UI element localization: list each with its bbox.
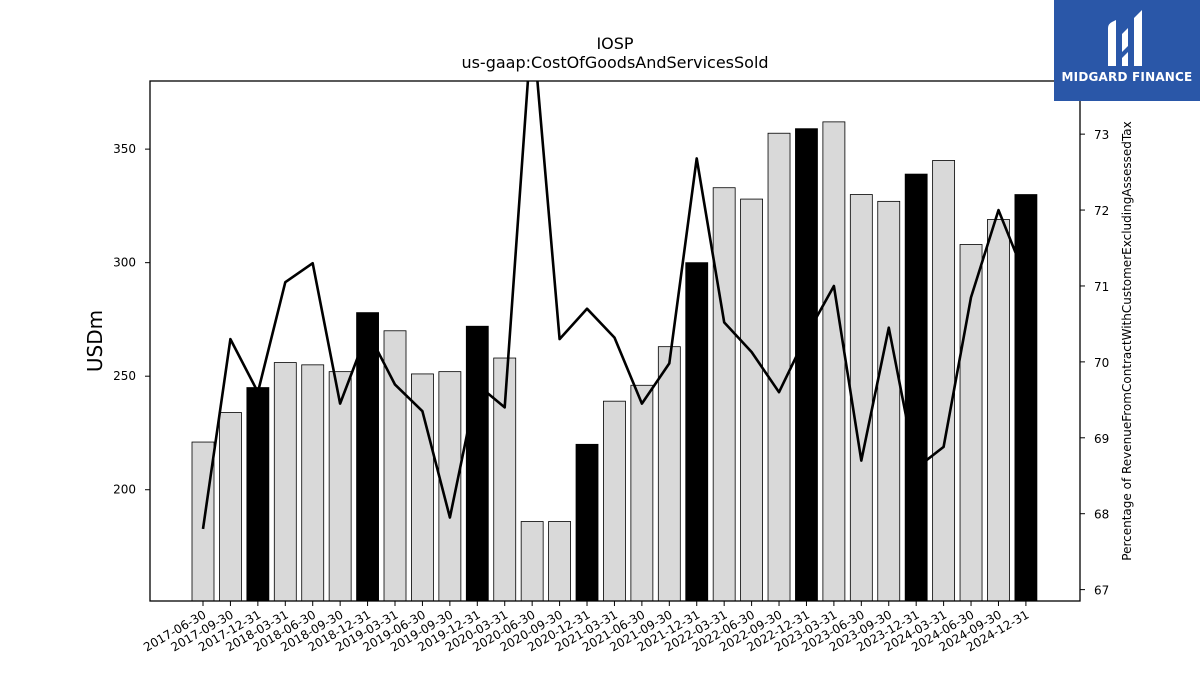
y2-tick-label-69: 69	[1094, 432, 1109, 446]
y2-tick-label-70: 70	[1094, 356, 1109, 370]
bar-2018-12-31	[356, 312, 379, 601]
bar-2018-09-30	[328, 371, 352, 601]
left-axis: 200 250 300 350	[113, 142, 150, 497]
bar-2022-06-30	[740, 198, 763, 601]
y2-tick-label-73: 73	[1094, 128, 1109, 142]
bar-group	[191, 121, 1038, 601]
right-axis: 67 68 69 70 71 72 73	[1080, 128, 1109, 598]
bar-2022-09-30	[767, 132, 791, 601]
y-tick-label-350: 350	[113, 142, 136, 156]
bar-2018-06-30	[301, 364, 325, 601]
bar-2019-03-31	[383, 330, 407, 601]
y-tick-label-300: 300	[113, 256, 136, 270]
bar-2023-03-31	[822, 121, 846, 601]
chart-title: IOSP	[596, 34, 633, 53]
bar-2022-12-31	[795, 128, 818, 601]
y-axis-label: USDm	[83, 310, 107, 372]
bar-2017-12-31	[246, 387, 270, 601]
midgard-finance-logo: MIDGARD FINANCE	[1054, 0, 1200, 101]
y2-tick-label-68: 68	[1094, 508, 1109, 522]
bar-2024-09-30	[987, 219, 1010, 601]
bar-2019-06-30	[411, 373, 434, 601]
bar-2018-03-31	[273, 362, 297, 601]
bar-2023-12-31	[904, 173, 928, 601]
bar-2022-03-31	[712, 187, 736, 601]
plot-frame	[149, 80, 1081, 602]
bar-2019-12-31	[465, 325, 489, 601]
y2-tick-label-72: 72	[1094, 204, 1109, 218]
y-tick-label-250: 250	[113, 369, 136, 383]
logo-mark-icon	[1108, 10, 1142, 66]
y2-axis-label: Percentage of RevenueFromContractWithCus…	[1120, 121, 1134, 560]
y-tick-label-200: 200	[113, 483, 136, 497]
bar-2019-09-30	[438, 371, 462, 601]
line-group	[201, 81, 1028, 530]
bar-2020-03-31	[493, 357, 517, 601]
y2-tick-label-71: 71	[1094, 280, 1109, 294]
bar-2017-09-30	[219, 412, 242, 601]
y2-tick-label-67: 67	[1094, 584, 1109, 598]
chart-subtitle: us-gaap:CostOfGoodsAndServicesSold	[461, 53, 768, 72]
bar-2021-12-31	[685, 262, 709, 601]
bar-2023-09-30	[877, 200, 901, 601]
logo-text: MIDGARD FINANCE	[1061, 70, 1193, 84]
bar-2023-06-30	[849, 194, 873, 601]
bar-2024-12-31	[1014, 194, 1038, 601]
bar-2020-06-30	[520, 521, 544, 601]
percentage-line	[201, 81, 1028, 530]
bar-2021-03-31	[603, 400, 626, 601]
bar-2021-09-30	[657, 346, 681, 601]
x-axis: 2017-06-302017-09-302017-12-312018-03-31…	[141, 601, 1031, 654]
bar-2021-06-30	[630, 384, 654, 601]
bar-2020-12-31	[575, 443, 599, 601]
bar-2020-09-30	[548, 521, 571, 601]
bar-2024-03-31	[932, 160, 956, 601]
